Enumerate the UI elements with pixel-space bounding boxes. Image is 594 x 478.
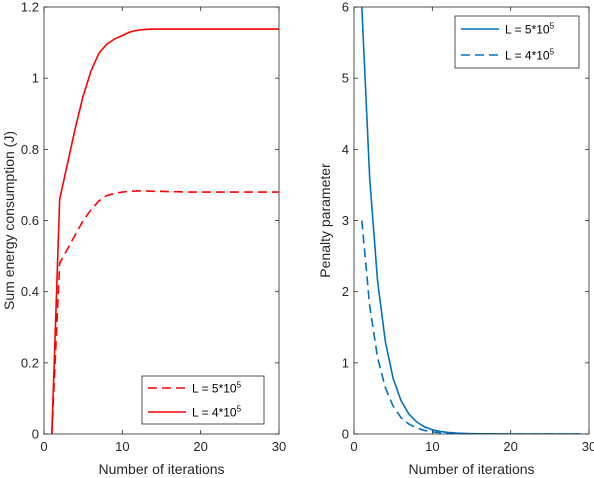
y-tick-label: 0.4 [21,284,39,299]
y-tick-label: 0.6 [21,213,39,228]
y-tick-label: 0 [32,427,39,442]
legend: L = 5*105 L = 4*105 [454,15,580,69]
series-line-1 [51,190,279,434]
y-tick-label: 6 [342,0,349,15]
y-tick-label: 0.8 [21,142,39,157]
x-tick-label: 20 [503,439,517,454]
legend-box [141,375,265,425]
plot-frame [353,6,590,435]
x-tick-label: 20 [193,439,207,454]
y-tick-label: 5 [342,71,349,86]
legend-label-2: L = 4*105 [192,405,242,420]
series-line-1 [361,7,582,434]
right-chart-penalty: 0 10 20 30 0 1 2 3 4 5 6 Number of iterations Penalt… [317,0,594,477]
y-axis-label: Sum energy consumption (J) [1,131,17,310]
plot-frame [43,6,280,435]
x-tick-label: 0 [40,439,47,454]
y-tick-label: 1.2 [21,0,39,15]
x-tick-label: 30 [582,439,594,454]
x-tick-label: 10 [115,439,129,454]
series-line-2 [361,220,582,434]
x-axis-label: Number of iterations [408,461,534,477]
legend-label-1: L = 5*105 [505,22,555,37]
y-tick-label: 3 [342,213,349,228]
y-tick-label: 0.2 [21,355,39,370]
x-tick-label: 10 [425,439,439,454]
left-chart-energy: 0 10 20 30 0 0.2 0.4 0.6 0.8 1 1.2 Number of iterat… [1,0,286,477]
legend-box [454,15,580,69]
y-tick-label: 1 [342,355,349,370]
y-tick-label: 0 [342,427,349,442]
y-tick-label: 1 [32,71,39,86]
x-axis-label: Number of iterations [98,461,224,477]
y-tick-label: 2 [342,284,349,299]
x-tick-label: 30 [272,439,286,454]
series-line-2 [51,28,279,434]
y-axis-label: Penalty parameter [317,163,333,278]
y-tick-label: 4 [342,142,349,157]
legend: L = 5*105 L = 4*105 [141,375,265,425]
x-tick-label: 0 [350,439,357,454]
legend-label-2: L = 4*105 [505,48,555,63]
legend-label-1: L = 5*105 [192,381,242,396]
